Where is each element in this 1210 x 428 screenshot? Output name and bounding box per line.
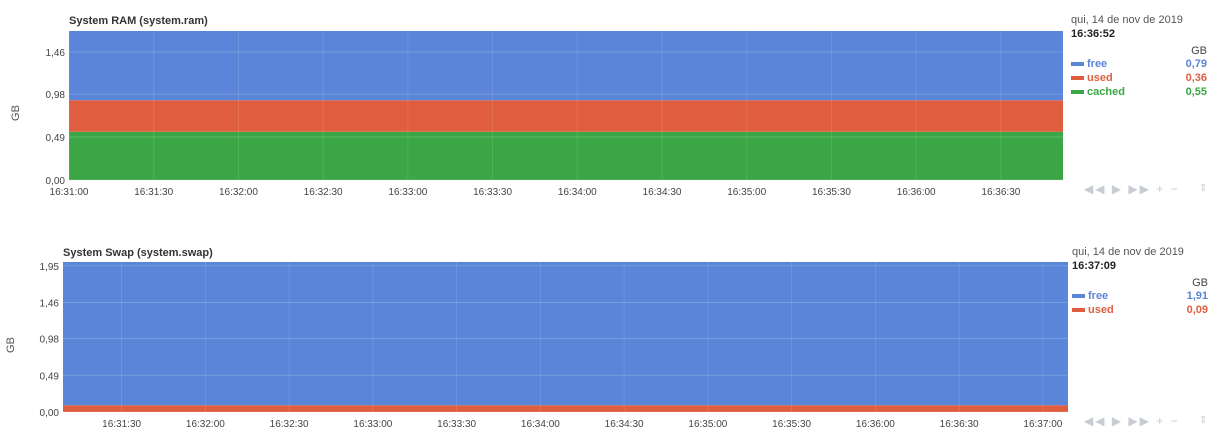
x-tick-label: 16:35:30 — [772, 419, 811, 428]
swap-legend: qui, 14 de nov de 2019 16:37:09 GB free 1… — [1072, 246, 1208, 317]
y-tick-label: 0,98 — [46, 90, 66, 101]
y-axis-label: GB — [5, 337, 17, 353]
legend-item-used[interactable]: used 0,09 — [1072, 303, 1208, 317]
ram-resize-icon[interactable]: ⇕ — [1199, 183, 1208, 194]
ram-chart-controls: ◀◀ ▶ ▶▶ + − — [1084, 182, 1180, 196]
legend-item-value: 1,91 — [1186, 290, 1208, 302]
area-series-used[interactable] — [69, 100, 1063, 132]
legend-item-value: 0,79 — [1185, 58, 1207, 70]
x-tick-label: 16:31:00 — [50, 187, 89, 198]
x-tick-label: 16:35:30 — [812, 187, 851, 198]
legend-swatch — [1072, 294, 1085, 298]
y-tick-label: 0,49 — [40, 371, 60, 382]
play-icon[interactable]: ▶ — [1111, 182, 1124, 196]
legend-item-used[interactable]: used 0,36 — [1071, 71, 1207, 85]
x-tick-label: 16:36:00 — [897, 187, 936, 198]
x-tick-label: 16:32:00 — [219, 187, 258, 198]
legend-item-cached[interactable]: cached 0,55 — [1071, 85, 1207, 99]
zoom-out-icon[interactable]: − — [1170, 414, 1180, 428]
legend-swatch — [1071, 62, 1084, 66]
x-tick-label: 16:34:30 — [605, 419, 644, 428]
legend-item-label: used — [1072, 304, 1114, 316]
play-icon[interactable]: ▶ — [1111, 414, 1124, 428]
legend-item-label: free — [1072, 290, 1108, 302]
x-tick-label: 16:32:30 — [270, 419, 309, 428]
chart-title: System Swap (system.swap) — [63, 247, 213, 259]
legend-item-name: used — [1087, 72, 1113, 84]
legend-swatch — [1071, 76, 1084, 80]
x-tick-label: 16:35:00 — [727, 187, 766, 198]
y-tick-label: 1,46 — [46, 48, 66, 59]
area-series-free[interactable] — [69, 31, 1063, 101]
legend-item-name: free — [1087, 58, 1108, 70]
chart-title: System RAM (system.ram) — [69, 15, 208, 27]
x-tick-label: 16:31:30 — [134, 187, 173, 198]
legend-item-name: used — [1088, 304, 1114, 316]
legend-swatch — [1072, 308, 1085, 312]
zoom-in-icon[interactable]: + — [1156, 182, 1166, 196]
x-tick-label: 16:33:30 — [473, 187, 512, 198]
rewind-icon[interactable]: ◀◀ — [1084, 182, 1107, 196]
swap-chart[interactable]: System Swap (system.swap) GB 0,00 0,49 0,98 1… — [0, 0, 1072, 428]
legend-item-free[interactable]: free 0,79 — [1071, 57, 1207, 71]
legend-item-value: 0,36 — [1185, 72, 1207, 84]
y-tick-label: 0,00 — [40, 408, 60, 419]
zoom-out-icon[interactable]: − — [1170, 182, 1180, 196]
ram-legend-date: qui, 14 de nov de 2019 — [1071, 14, 1183, 26]
y-tick-label: 1,95 — [40, 262, 60, 273]
swap-chart-controls: ◀◀ ▶ ▶▶ + − — [1084, 414, 1180, 428]
x-tick-label: 16:36:30 — [981, 187, 1020, 198]
x-tick-label: 16:36:00 — [856, 419, 895, 428]
ram-chart-panel: System RAM (system.ram) GB 0,00 0,49 0,98 1,4… — [0, 0, 1210, 210]
legend-item-name: free — [1088, 290, 1109, 302]
legend-item-label: used — [1071, 72, 1113, 84]
rewind-icon[interactable]: ◀◀ — [1084, 414, 1107, 428]
x-tick-label: 16:34:00 — [521, 419, 560, 428]
swap-resize-icon[interactable]: ⇕ — [1199, 415, 1208, 426]
x-tick-label: 16:35:00 — [688, 419, 727, 428]
swap-legend-items: free 1,91 used 0,09 — [1072, 289, 1208, 317]
legend-item-value: 0,09 — [1186, 304, 1208, 316]
swap-legend-date: qui, 14 de nov de 2019 — [1072, 246, 1184, 258]
zoom-in-icon[interactable]: + — [1156, 414, 1166, 428]
legend-item-free[interactable]: free 1,91 — [1072, 289, 1208, 303]
x-tick-label: 16:32:00 — [186, 419, 225, 428]
y-axis-label: GB — [10, 105, 22, 121]
x-tick-label: 16:36:30 — [940, 419, 979, 428]
legend-item-value: 0,55 — [1185, 86, 1207, 98]
legend-item-label: cached — [1071, 86, 1125, 98]
ram-legend-unit: GB — [1191, 45, 1207, 57]
x-tick-label: 16:33:00 — [353, 419, 392, 428]
swap-legend-unit: GB — [1192, 277, 1208, 289]
y-tick-label: 0,98 — [40, 335, 60, 346]
ram-chart[interactable]: System RAM (system.ram) GB 0,00 0,49 0,98 1,4… — [0, 0, 1068, 210]
legend-item-label: free — [1071, 58, 1107, 70]
area-series-free[interactable] — [63, 262, 1068, 406]
x-tick-label: 16:33:00 — [388, 187, 427, 198]
ram-legend: qui, 14 de nov de 2019 16:36:52 GB free 0… — [1071, 14, 1207, 99]
area-series-cached[interactable] — [69, 131, 1063, 180]
legend-swatch — [1071, 90, 1084, 94]
x-tick-label: 16:37:00 — [1023, 419, 1062, 428]
y-tick-label: 0,49 — [46, 133, 66, 144]
forward-icon[interactable]: ▶▶ — [1128, 182, 1151, 196]
x-tick-label: 16:32:30 — [304, 187, 343, 198]
ram-legend-time: 16:36:52 — [1071, 28, 1116, 40]
legend-item-name: cached — [1087, 86, 1125, 98]
x-tick-label: 16:33:30 — [437, 419, 476, 428]
ram-legend-items: free 0,79 used 0,36 cached 0,55 — [1071, 57, 1207, 99]
y-tick-label: 0,00 — [46, 176, 66, 187]
area-series-used[interactable] — [63, 405, 1068, 412]
forward-icon[interactable]: ▶▶ — [1128, 414, 1151, 428]
x-tick-label: 16:34:00 — [558, 187, 597, 198]
y-tick-label: 1,46 — [40, 299, 60, 310]
x-tick-label: 16:31:30 — [102, 419, 141, 428]
x-tick-label: 16:34:30 — [643, 187, 682, 198]
swap-legend-time: 16:37:09 — [1072, 260, 1117, 272]
